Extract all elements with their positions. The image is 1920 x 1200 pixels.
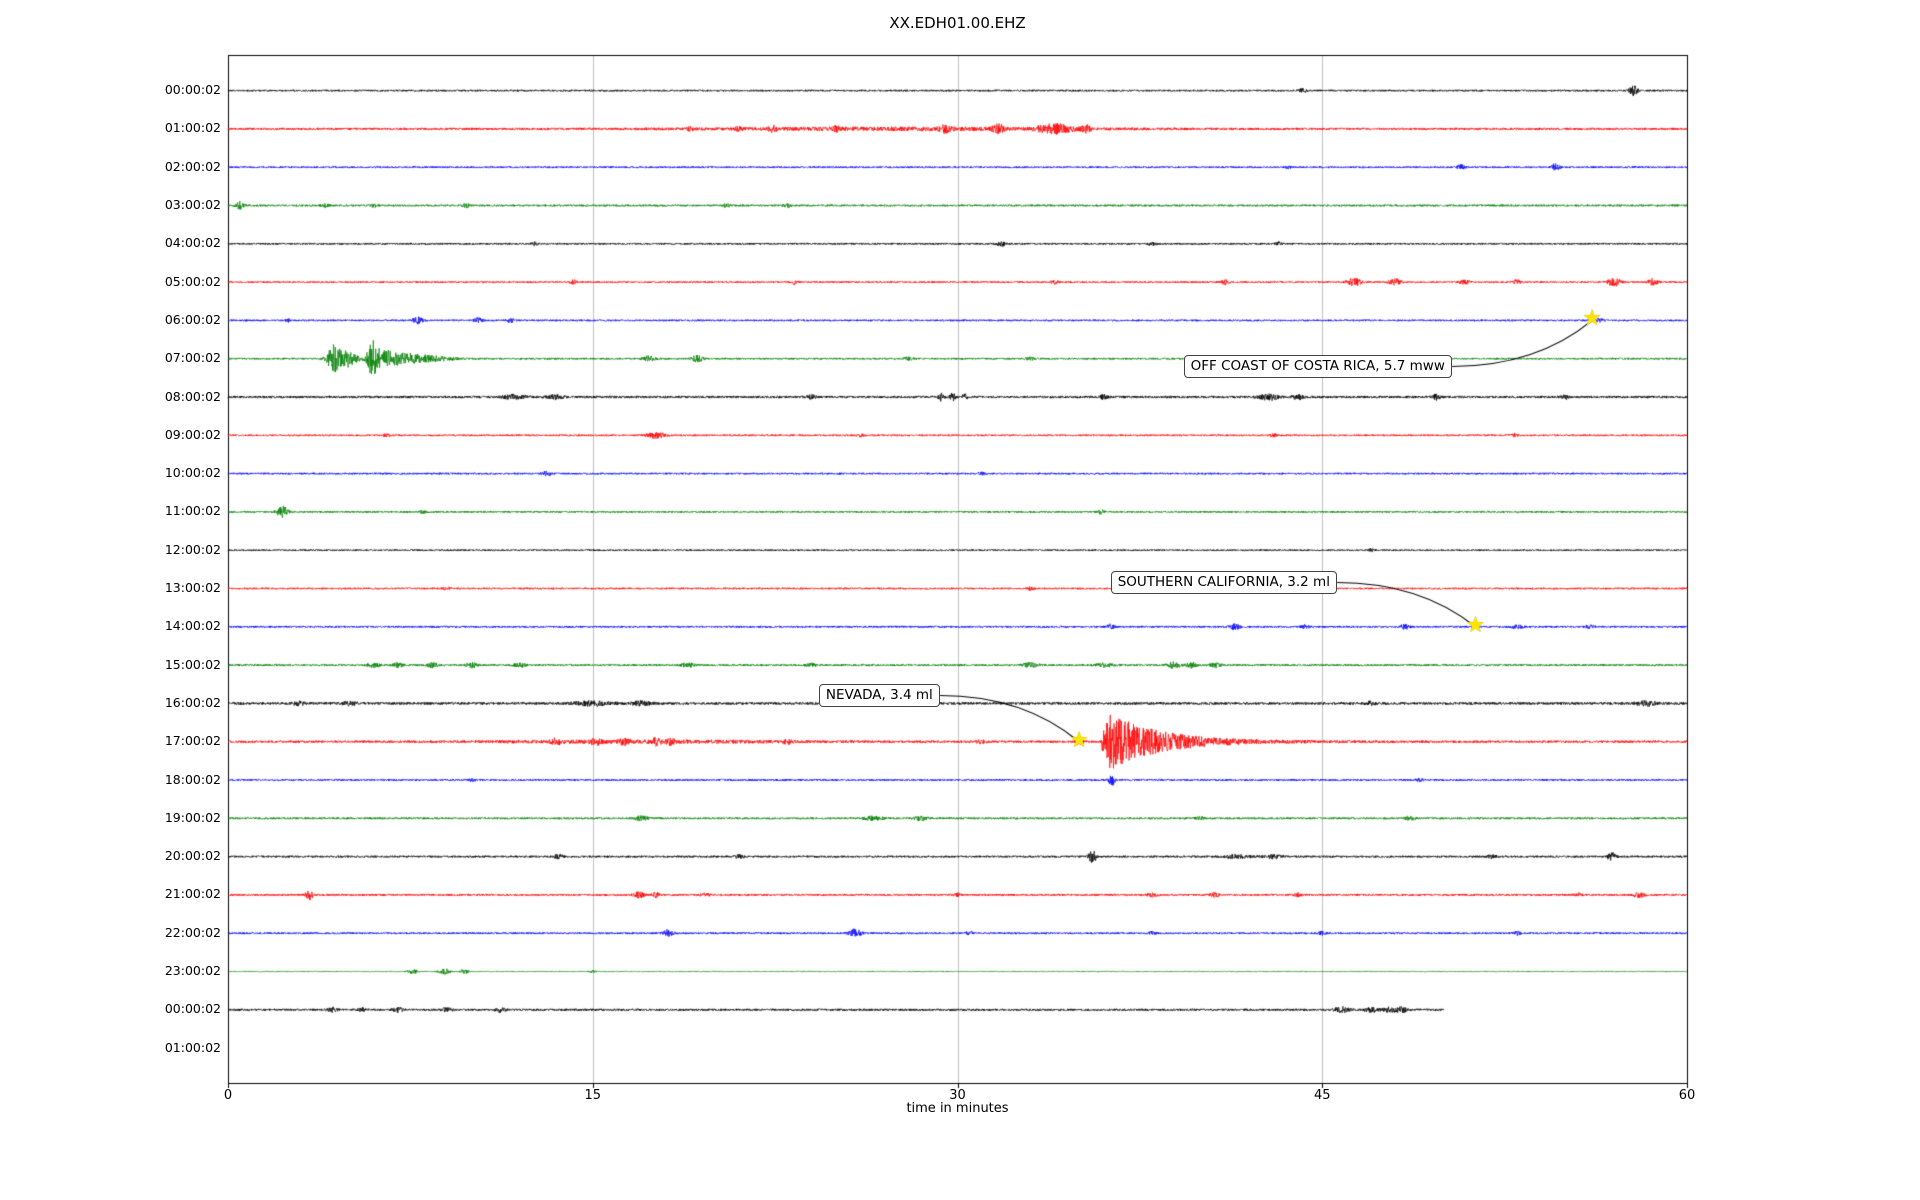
row-label: 15:00:02 — [164, 656, 221, 672]
x-axis-label: time in minutes — [906, 1101, 1009, 1116]
event-annotation-label: OFF COAST OF COSTA RICA, 5.7 mww — [1183, 354, 1452, 378]
event-star-icon: ★ — [1069, 727, 1089, 753]
row-label: 06:00:02 — [164, 311, 221, 327]
row-label: 02:00:02 — [164, 158, 221, 174]
row-label: 19:00:02 — [164, 809, 221, 825]
row-label: 04:00:02 — [164, 235, 221, 251]
row-label: 12:00:02 — [164, 541, 221, 557]
row-label: 14:00:02 — [164, 618, 221, 634]
row-label: 17:00:02 — [164, 733, 221, 749]
row-label: 08:00:02 — [164, 388, 221, 404]
x-tick-label: 45 — [1313, 1088, 1331, 1103]
x-tick-label: 0 — [223, 1088, 233, 1103]
x-tick-label: 60 — [1678, 1088, 1696, 1103]
x-tick-label: 15 — [584, 1088, 602, 1103]
row-label: 01:00:02 — [164, 120, 221, 136]
row-label: 13:00:02 — [164, 580, 221, 595]
event-star-icon: ★ — [1582, 306, 1603, 332]
row-label: 18:00:02 — [164, 771, 221, 787]
x-tick-label: 30 — [949, 1088, 966, 1103]
row-label: 03:00:02 — [164, 197, 221, 212]
row-label: 00:00:02 — [164, 82, 221, 98]
row-label: 05:00:02 — [164, 273, 221, 289]
row-label: 23:00:02 — [164, 963, 221, 978]
row-label: 20:00:02 — [164, 848, 221, 864]
row-label: 07:00:02 — [164, 350, 221, 366]
row-label: 09:00:02 — [164, 426, 221, 442]
row-label: 00:00:02 — [164, 1001, 221, 1017]
chart-title: XX.EDH01.00.EHZ — [889, 14, 1026, 32]
row-label: 16:00:02 — [164, 694, 221, 710]
row-label: 21:00:02 — [164, 886, 221, 902]
event-star-icon: ★ — [1465, 612, 1486, 638]
row-label: 01:00:02 — [164, 1039, 221, 1055]
event-annotation-label: NEVADA, 3.4 ml — [818, 684, 940, 708]
row-label: 22:00:02 — [164, 924, 221, 940]
row-label: 10:00:02 — [164, 465, 221, 481]
event-annotation-label: SOUTHERN CALIFORNIA, 3.2 ml — [1110, 571, 1337, 595]
row-label: 11:00:02 — [164, 503, 221, 519]
